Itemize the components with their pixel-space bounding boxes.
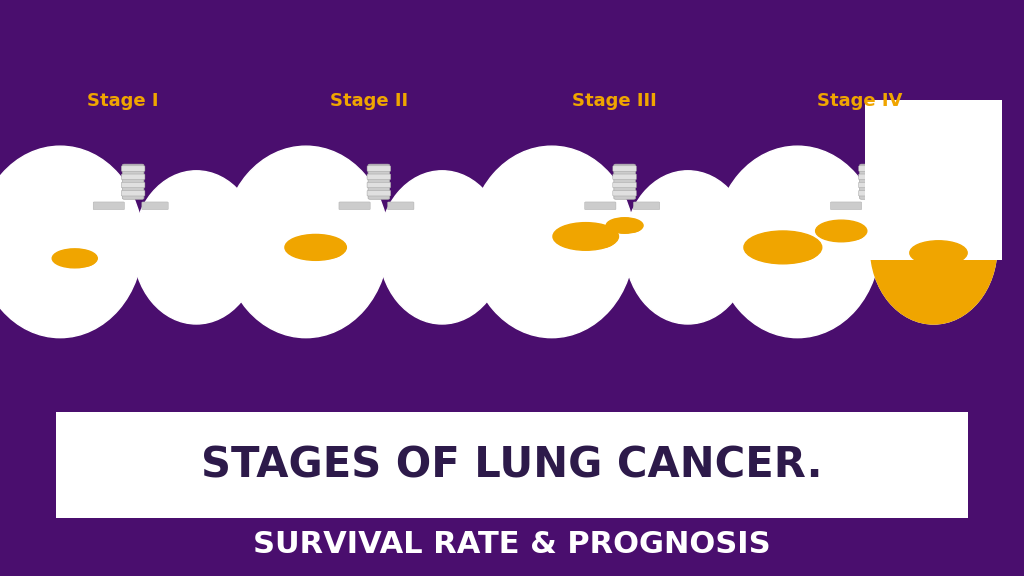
FancyBboxPatch shape: [858, 182, 883, 188]
Text: Stage II: Stage II: [330, 92, 408, 110]
Ellipse shape: [870, 170, 996, 324]
Ellipse shape: [870, 170, 996, 324]
Ellipse shape: [68, 255, 95, 267]
Ellipse shape: [575, 232, 615, 248]
FancyBboxPatch shape: [612, 174, 637, 180]
FancyBboxPatch shape: [56, 412, 968, 518]
Ellipse shape: [930, 249, 965, 263]
FancyBboxPatch shape: [858, 191, 883, 196]
Ellipse shape: [743, 231, 821, 264]
FancyBboxPatch shape: [122, 164, 144, 199]
FancyBboxPatch shape: [339, 202, 371, 210]
FancyBboxPatch shape: [367, 166, 391, 172]
Ellipse shape: [815, 220, 866, 242]
Text: STAGES OF LUNG CANCER.: STAGES OF LUNG CANCER.: [202, 444, 822, 486]
Ellipse shape: [715, 146, 880, 338]
FancyBboxPatch shape: [121, 166, 145, 172]
FancyBboxPatch shape: [121, 182, 145, 188]
Ellipse shape: [620, 223, 641, 232]
FancyBboxPatch shape: [612, 191, 637, 196]
Ellipse shape: [379, 170, 505, 324]
FancyBboxPatch shape: [612, 182, 637, 188]
Ellipse shape: [133, 170, 260, 324]
Ellipse shape: [223, 146, 389, 338]
FancyBboxPatch shape: [367, 174, 391, 180]
FancyBboxPatch shape: [859, 164, 882, 199]
FancyBboxPatch shape: [613, 164, 636, 199]
Ellipse shape: [606, 218, 643, 233]
Text: Stage I: Stage I: [87, 92, 159, 110]
FancyBboxPatch shape: [865, 100, 1001, 260]
Ellipse shape: [909, 241, 968, 265]
FancyBboxPatch shape: [121, 191, 145, 196]
Ellipse shape: [469, 146, 634, 338]
FancyBboxPatch shape: [585, 202, 615, 210]
Text: Stage IV: Stage IV: [817, 92, 903, 110]
FancyBboxPatch shape: [368, 164, 390, 199]
FancyBboxPatch shape: [830, 202, 861, 210]
Ellipse shape: [0, 146, 143, 338]
Ellipse shape: [52, 249, 97, 268]
Ellipse shape: [834, 228, 864, 240]
Text: SURVIVAL RATE & PROGNOSIS: SURVIVAL RATE & PROGNOSIS: [253, 530, 771, 559]
FancyBboxPatch shape: [121, 174, 145, 180]
FancyBboxPatch shape: [141, 202, 168, 210]
FancyBboxPatch shape: [858, 174, 883, 180]
Ellipse shape: [306, 243, 343, 259]
Ellipse shape: [553, 223, 618, 251]
FancyBboxPatch shape: [633, 202, 659, 210]
FancyBboxPatch shape: [93, 202, 125, 210]
Text: Stage III: Stage III: [572, 92, 656, 110]
FancyBboxPatch shape: [612, 166, 637, 172]
FancyBboxPatch shape: [367, 182, 391, 188]
FancyBboxPatch shape: [879, 202, 905, 210]
Ellipse shape: [625, 170, 751, 324]
FancyBboxPatch shape: [387, 202, 414, 210]
FancyBboxPatch shape: [858, 166, 883, 172]
Ellipse shape: [285, 234, 346, 260]
FancyBboxPatch shape: [367, 191, 391, 196]
Ellipse shape: [771, 242, 818, 262]
